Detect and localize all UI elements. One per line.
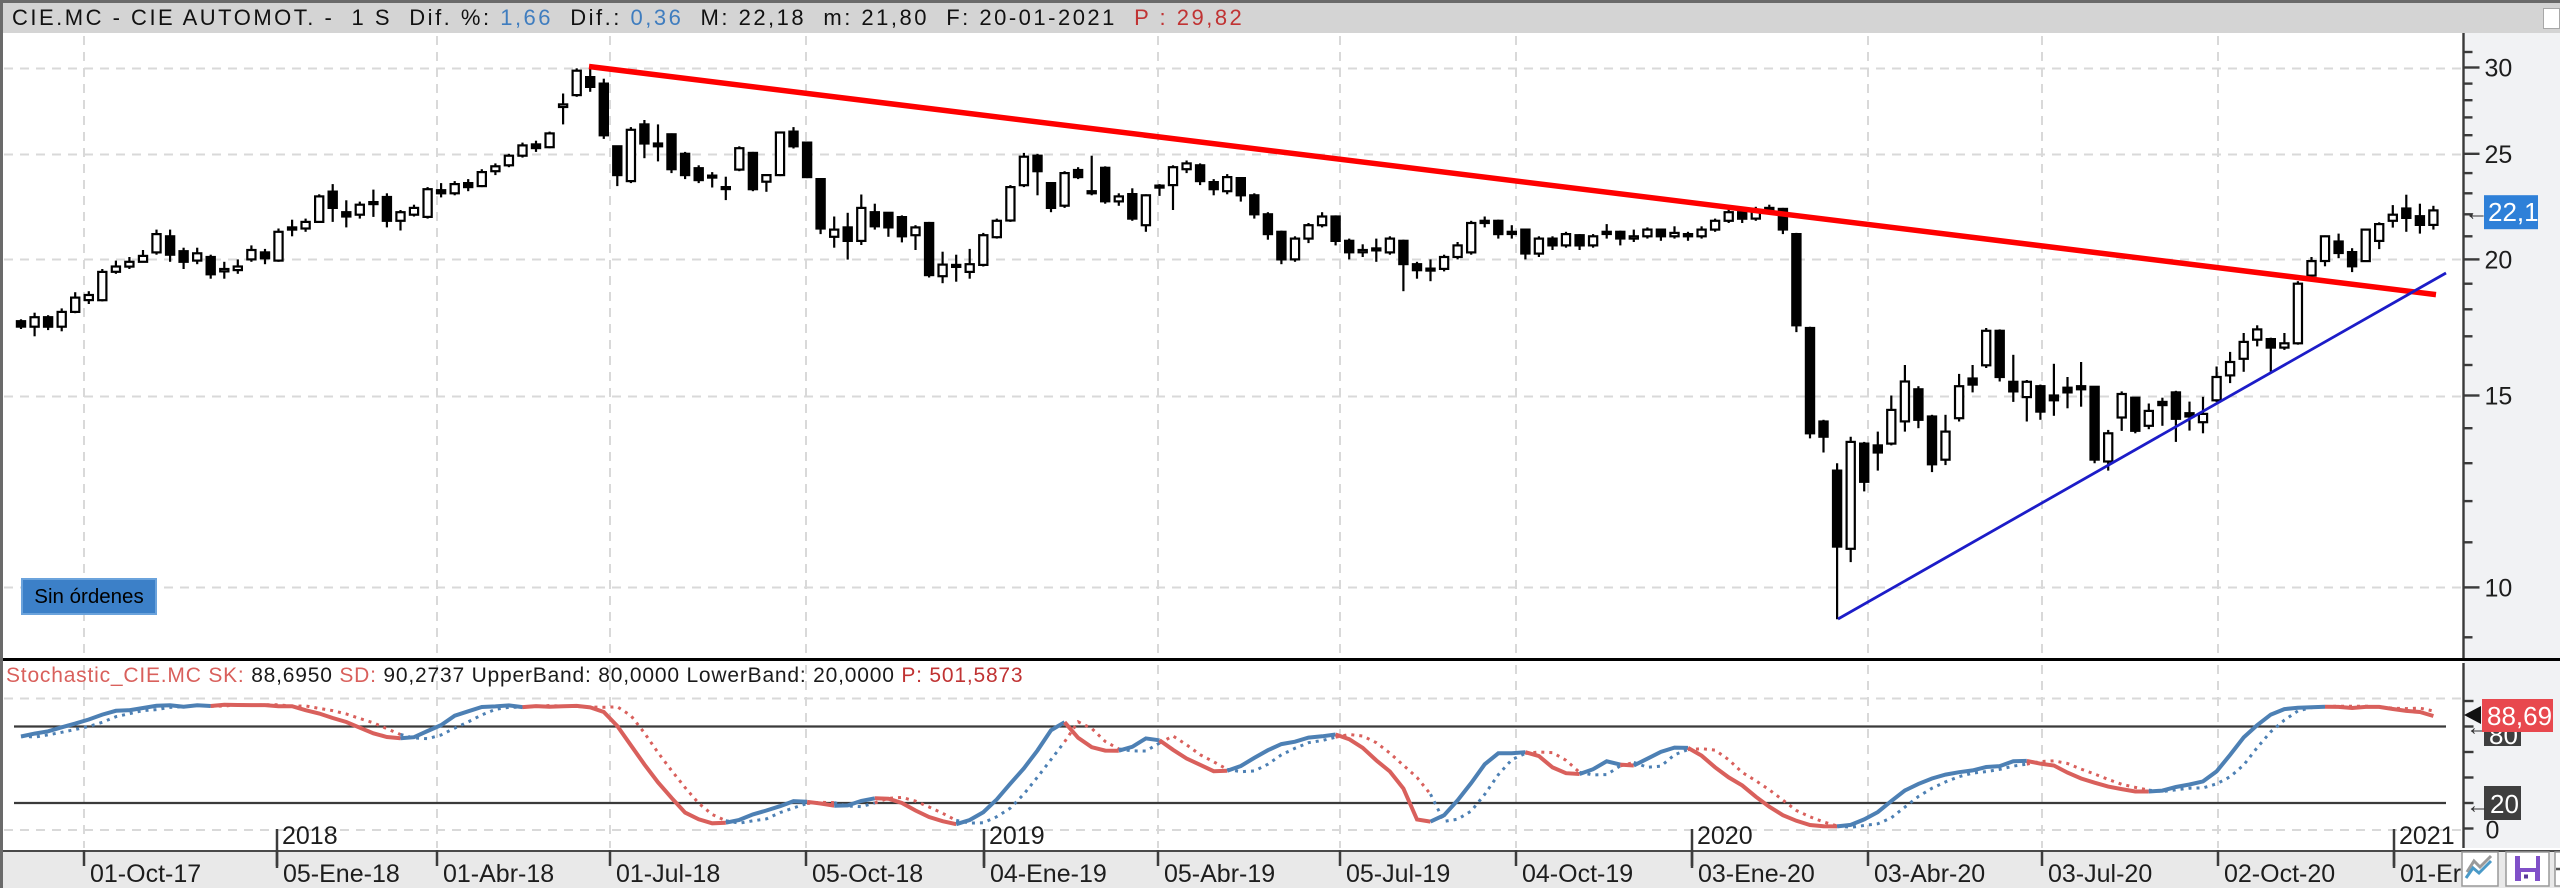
svg-text:05-Oct-18: 05-Oct-18 [812,860,923,888]
svg-text:01-Jul-18: 01-Jul-18 [616,860,720,888]
svg-text:03-Ene-20: 03-Ene-20 [1698,860,1815,888]
svg-text:88,69: 88,69 [2487,701,2552,731]
svg-text:03-Abr-20: 03-Abr-20 [1874,860,1985,888]
svg-text:01-Abr-18: 01-Abr-18 [443,860,554,888]
svg-text:20: 20 [2490,789,2519,819]
svg-text:15: 15 [2485,383,2513,411]
svg-text:01-Oct-17: 01-Oct-17 [90,860,201,888]
svg-text:←: ← [2466,792,2490,819]
svg-text:2020: 2020 [1697,822,1753,850]
svg-text:04-Ene-19: 04-Ene-19 [990,860,1107,888]
svg-text:2019: 2019 [989,822,1045,850]
svg-text:30: 30 [2485,55,2513,83]
svg-text:2018: 2018 [282,822,338,850]
svg-text:03-Jul-20: 03-Jul-20 [2048,860,2152,888]
svg-text:02-Oct-20: 02-Oct-20 [2224,860,2335,888]
svg-text:20: 20 [2485,246,2513,274]
svg-text:22,1: 22,1 [2488,197,2539,227]
svg-text:05-Abr-19: 05-Abr-19 [1164,860,1275,888]
svg-text:05-Ene-18: 05-Ene-18 [283,860,400,888]
svg-text:25: 25 [2485,141,2513,169]
svg-text:01-Er: 01-Er [2400,860,2461,888]
svg-text:10: 10 [2485,574,2513,602]
svg-text:04-Oct-19: 04-Oct-19 [1522,860,1633,888]
svg-text:05-Jul-19: 05-Jul-19 [1346,860,1450,888]
svg-text:2021: 2021 [2399,822,2455,850]
svg-text:0: 0 [2486,817,2500,845]
